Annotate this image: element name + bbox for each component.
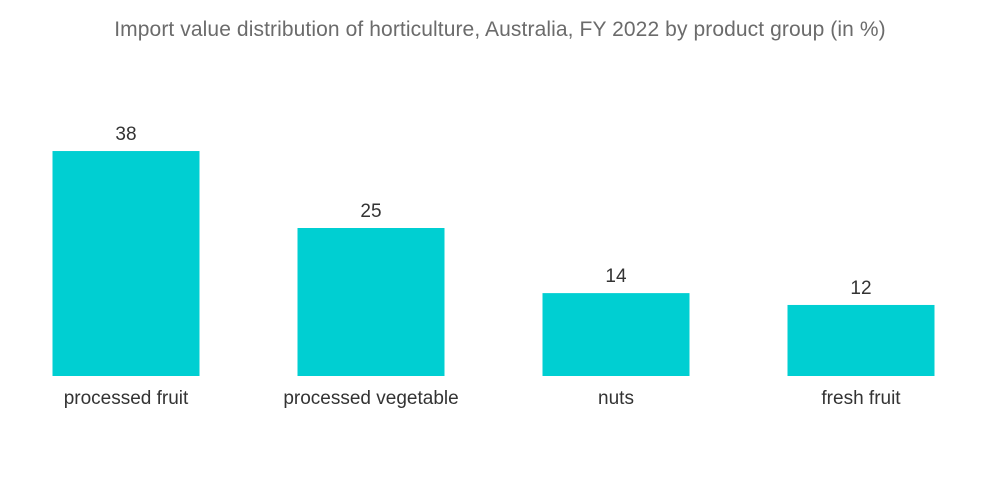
category-label-processed-vegetable: processed vegetable (283, 388, 458, 409)
bar-fresh-fruit (787, 304, 935, 376)
bar-nuts (542, 293, 690, 376)
value-label-processed-vegetable: 25 (360, 201, 381, 222)
value-label-fresh-fruit: 12 (850, 278, 871, 299)
category-label-fresh-fruit: fresh fruit (821, 388, 901, 409)
chart-title: Import value distribution of horticultur… (114, 18, 886, 41)
category-label-processed-fruit: processed fruit (64, 388, 189, 409)
value-label-processed-fruit: 38 (115, 124, 136, 145)
bar-processed-vegetable (297, 228, 445, 376)
category-label-nuts: nuts (598, 388, 634, 409)
value-label-nuts: 14 (605, 266, 627, 287)
bar-processed-fruit (52, 151, 200, 376)
